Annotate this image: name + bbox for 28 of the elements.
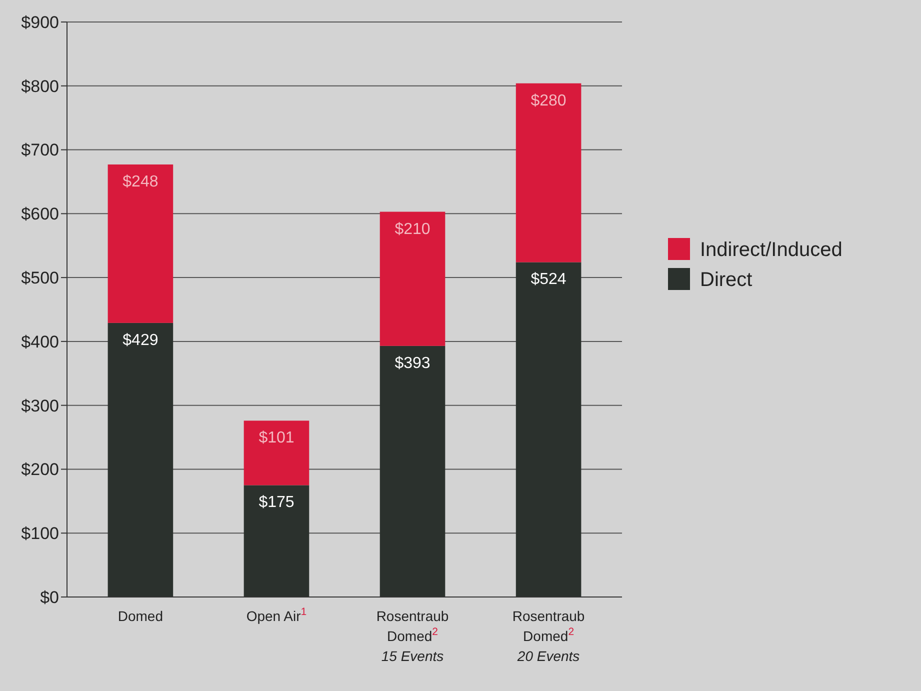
y-tick-label: $900 <box>21 12 59 32</box>
x-tick-label: Open Air$^{1}$ <box>246 606 307 624</box>
y-tick-label: $0 <box>40 588 59 607</box>
x-tick-label: Rosentraub Domed$^{2}$ 15 Events <box>376 608 449 664</box>
bar <box>380 212 446 346</box>
data-label: $429 <box>122 332 158 349</box>
bar <box>516 83 582 262</box>
bar <box>244 420 310 486</box>
x-tick-label: Rosentraub Domed$^{2}$ 20 Events <box>512 608 585 664</box>
data-label: $101 <box>258 430 294 447</box>
data-label: $524 <box>530 271 566 288</box>
y-tick-label: $700 <box>21 140 59 160</box>
data-label: $280 <box>530 92 566 110</box>
y-tick-label: $400 <box>21 332 59 352</box>
data-label: $393 <box>394 354 430 372</box>
data-label: $248 <box>122 173 158 190</box>
y-tick-label: $300 <box>21 396 59 416</box>
legend-label: Indirect/Induced <box>700 239 842 261</box>
x-tick-label: Domed <box>118 608 164 624</box>
bar <box>108 164 174 323</box>
legend-label: Direct <box>700 269 753 291</box>
y-tick-label: $200 <box>21 460 59 480</box>
y-tick-label: $500 <box>21 268 59 288</box>
y-tick-label: $600 <box>21 204 59 224</box>
data-label: $175 <box>258 494 294 512</box>
y-tick-label: $100 <box>21 524 59 544</box>
data-label: $210 <box>394 220 430 238</box>
y-tick-label: $800 <box>21 76 59 96</box>
